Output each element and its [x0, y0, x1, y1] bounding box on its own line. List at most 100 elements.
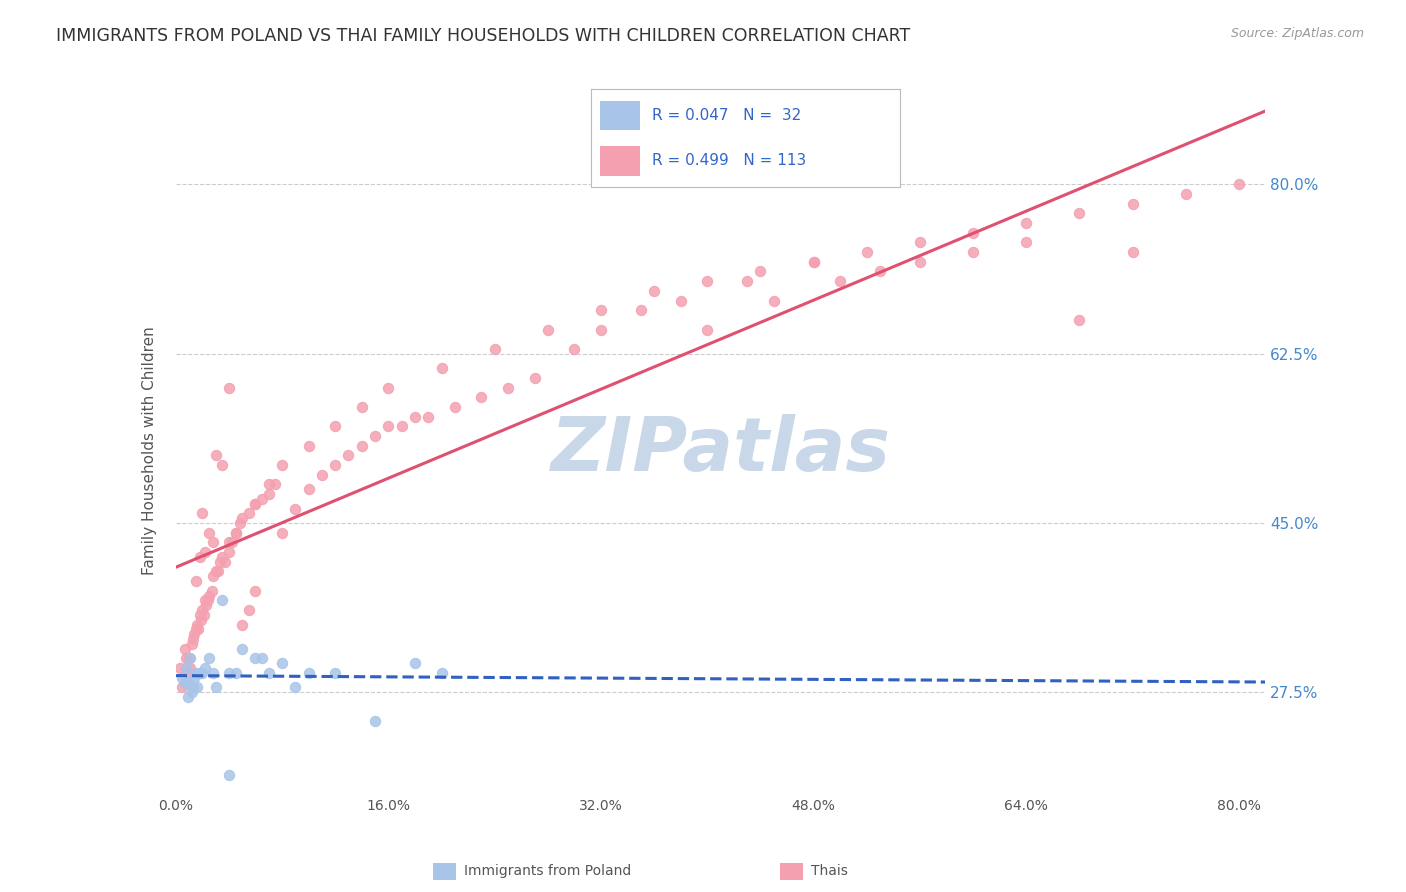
Point — [908, 255, 931, 269]
Point — [630, 303, 652, 318]
Text: Source: ZipAtlas.com: Source: ZipAtlas.com — [1230, 27, 1364, 40]
Point — [180, 685, 202, 699]
Point — [1015, 216, 1038, 230]
Point — [311, 467, 333, 482]
Point — [298, 665, 321, 680]
Point — [169, 661, 191, 675]
Point — [183, 671, 205, 685]
Point — [193, 607, 215, 622]
Point — [271, 525, 294, 540]
Point — [228, 516, 250, 530]
Point — [177, 651, 200, 665]
Point — [337, 448, 360, 462]
Point — [238, 506, 260, 520]
Point — [377, 419, 399, 434]
Point — [735, 274, 758, 288]
Point — [803, 255, 825, 269]
Point — [377, 381, 399, 395]
Point — [696, 274, 718, 288]
Point — [250, 651, 273, 665]
Point — [803, 255, 825, 269]
Text: R = 0.047   N =  32: R = 0.047 N = 32 — [652, 108, 801, 123]
Point — [231, 617, 253, 632]
Point — [183, 627, 205, 641]
Point — [391, 419, 413, 434]
Point — [194, 593, 217, 607]
Point — [589, 322, 612, 336]
Point — [191, 603, 214, 617]
Point — [201, 569, 224, 583]
Point — [218, 767, 240, 781]
Point — [191, 665, 214, 680]
Point — [174, 641, 197, 656]
Text: ZIPatlas: ZIPatlas — [551, 414, 890, 487]
Point — [589, 303, 612, 318]
Point — [284, 501, 307, 516]
Point — [245, 651, 267, 665]
Point — [211, 593, 233, 607]
Point — [245, 497, 267, 511]
Point — [430, 361, 453, 376]
Point — [184, 574, 207, 588]
Point — [908, 235, 931, 250]
Point — [1121, 196, 1143, 211]
Point — [194, 545, 217, 559]
Point — [643, 284, 665, 298]
Point — [177, 665, 200, 680]
Point — [257, 487, 280, 501]
Point — [231, 511, 253, 525]
FancyBboxPatch shape — [600, 101, 640, 130]
Point — [177, 690, 200, 705]
Point — [238, 603, 260, 617]
Text: IMMIGRANTS FROM POLAND VS THAI FAMILY HOUSEHOLDS WITH CHILDREN CORRELATION CHART: IMMIGRANTS FROM POLAND VS THAI FAMILY HO… — [56, 27, 911, 45]
Point — [350, 439, 373, 453]
Point — [225, 525, 247, 540]
Point — [204, 565, 226, 579]
Point — [218, 545, 240, 559]
Point — [250, 491, 273, 506]
Point — [188, 607, 211, 622]
Point — [211, 458, 233, 472]
Point — [1267, 178, 1289, 192]
Point — [188, 549, 211, 564]
Point — [211, 549, 233, 564]
Point — [271, 458, 294, 472]
Point — [177, 675, 200, 690]
Point — [749, 264, 772, 278]
Text: R = 0.499   N = 113: R = 0.499 N = 113 — [652, 153, 807, 169]
Point — [323, 458, 346, 472]
Point — [1121, 245, 1143, 260]
Point — [364, 714, 387, 729]
Point — [172, 671, 194, 685]
Y-axis label: Family Households with Children: Family Households with Children — [142, 326, 157, 574]
Point — [184, 665, 207, 680]
Point — [225, 665, 247, 680]
Point — [187, 623, 209, 637]
Point — [962, 245, 984, 260]
Point — [176, 651, 198, 665]
Point — [1227, 178, 1250, 192]
Point — [470, 390, 492, 404]
Point — [179, 661, 201, 675]
Point — [186, 617, 208, 632]
Point — [284, 681, 307, 695]
Point — [855, 245, 877, 260]
Point — [188, 665, 211, 680]
Point — [221, 535, 243, 549]
Point — [214, 555, 236, 569]
Point — [298, 439, 321, 453]
Point — [181, 632, 204, 646]
Point — [869, 264, 891, 278]
Point — [1281, 196, 1303, 211]
Point — [537, 322, 560, 336]
Point — [176, 661, 198, 675]
Point — [1069, 313, 1091, 327]
Point — [179, 651, 201, 665]
Point — [404, 657, 426, 671]
Point — [496, 381, 519, 395]
Point — [198, 651, 221, 665]
Point — [191, 506, 214, 520]
Point — [218, 665, 240, 680]
Point — [257, 477, 280, 491]
Point — [172, 681, 194, 695]
